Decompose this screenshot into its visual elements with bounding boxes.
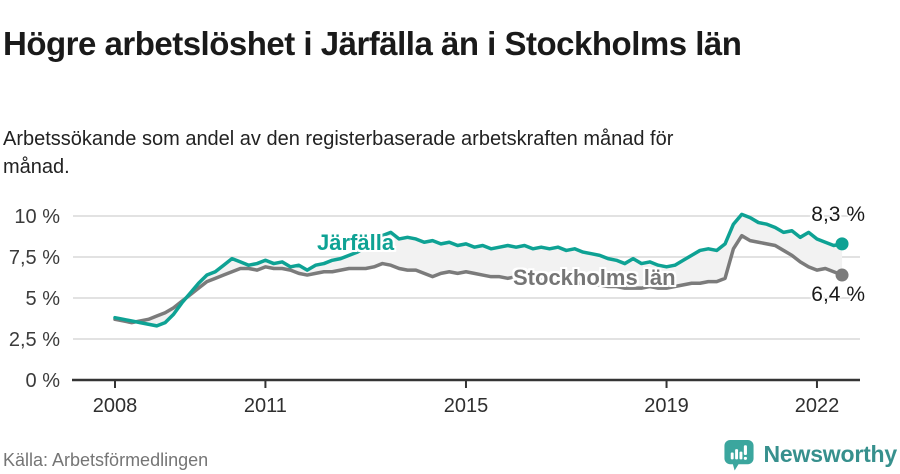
series-end-dot-stockholms-lan [835, 268, 849, 282]
y-tick-label: 2,5 % [9, 329, 60, 351]
x-tick-label: 2015 [444, 395, 489, 417]
source-credit: Källa: Arbetsförmedlingen [3, 450, 209, 470]
series-label-stockholms-lan: Stockholms län [513, 265, 676, 290]
end-value-label-stockholms-lan: 6,4 % [811, 283, 865, 306]
y-tick-label: 5 % [26, 288, 61, 310]
series-end-dot-jarfalla [835, 237, 849, 251]
speech-bubble-shape [723, 439, 754, 471]
newsworthy-logo[interactable]: Newsworthy [722, 438, 897, 471]
y-tick-label: 7,5 % [9, 247, 60, 269]
page-subtitle: Arbetssökande som andel av den registerb… [3, 128, 674, 178]
newsworthy-logo-icon [723, 439, 754, 471]
x-tick-label: 2011 [244, 395, 287, 417]
end-value-label-jarfalla: 8,3 % [811, 203, 865, 226]
area-between-series [115, 214, 843, 326]
page-title: Högre arbetslöshet i Järfälla än i Stock… [3, 25, 742, 63]
bar-chart-exclamation-glyph [730, 445, 747, 460]
y-tick-label: 0 % [26, 370, 61, 392]
series-label-jarfalla: Järfälla [317, 230, 395, 255]
x-tick-label: 2019 [644, 395, 689, 417]
x-tick-label: 2022 [795, 395, 840, 417]
unemployment-line-chart: 2008 2011 2015 2019 2022 0 % 2,5 % 5 % 7,5 % 10 % [9, 206, 860, 417]
series-line-jarfalla [113, 212, 844, 328]
newsworthy-wordmark: Newsworthy [763, 441, 898, 467]
y-tick-label: 10 % [14, 206, 60, 228]
series-line-stockholms-lan [113, 233, 844, 325]
x-tick-label: 2008 [93, 395, 138, 417]
